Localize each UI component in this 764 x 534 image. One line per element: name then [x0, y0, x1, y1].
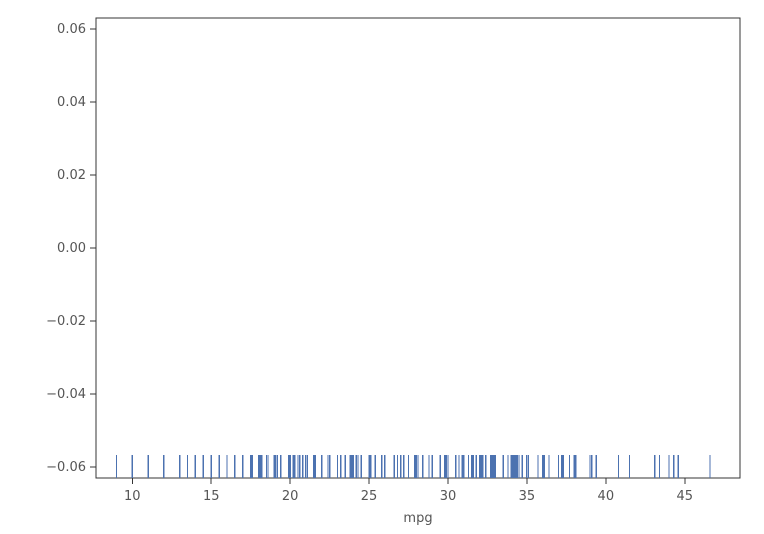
x-tick-label: 45 — [676, 489, 693, 504]
y-tick-label: 0.04 — [57, 95, 86, 110]
y-tick-label: −0.06 — [46, 460, 86, 475]
y-tick-label: 0.02 — [57, 168, 86, 183]
x-tick-label: 25 — [361, 489, 378, 504]
y-tick-label: −0.02 — [46, 314, 86, 329]
x-tick-label: 30 — [440, 489, 457, 504]
x-tick-label: 10 — [124, 489, 141, 504]
x-tick-label: 35 — [519, 489, 536, 504]
x-axis-label: mpg — [403, 511, 432, 526]
x-tick-label: 40 — [598, 489, 615, 504]
rug-chart: 10 15 20 25 30 35 40 45 −0.06 −0.04 −0.02 0.00 0.02 0… — [0, 0, 764, 534]
y-tick-label: −0.04 — [46, 387, 86, 402]
y-tick-label: 0.00 — [57, 241, 86, 256]
chart-container: { "chart": { "type": "rugplot", "width":… — [0, 0, 764, 534]
y-tick-label: 0.06 — [57, 22, 86, 37]
x-tick-label: 20 — [282, 489, 299, 504]
x-tick-label: 15 — [203, 489, 220, 504]
